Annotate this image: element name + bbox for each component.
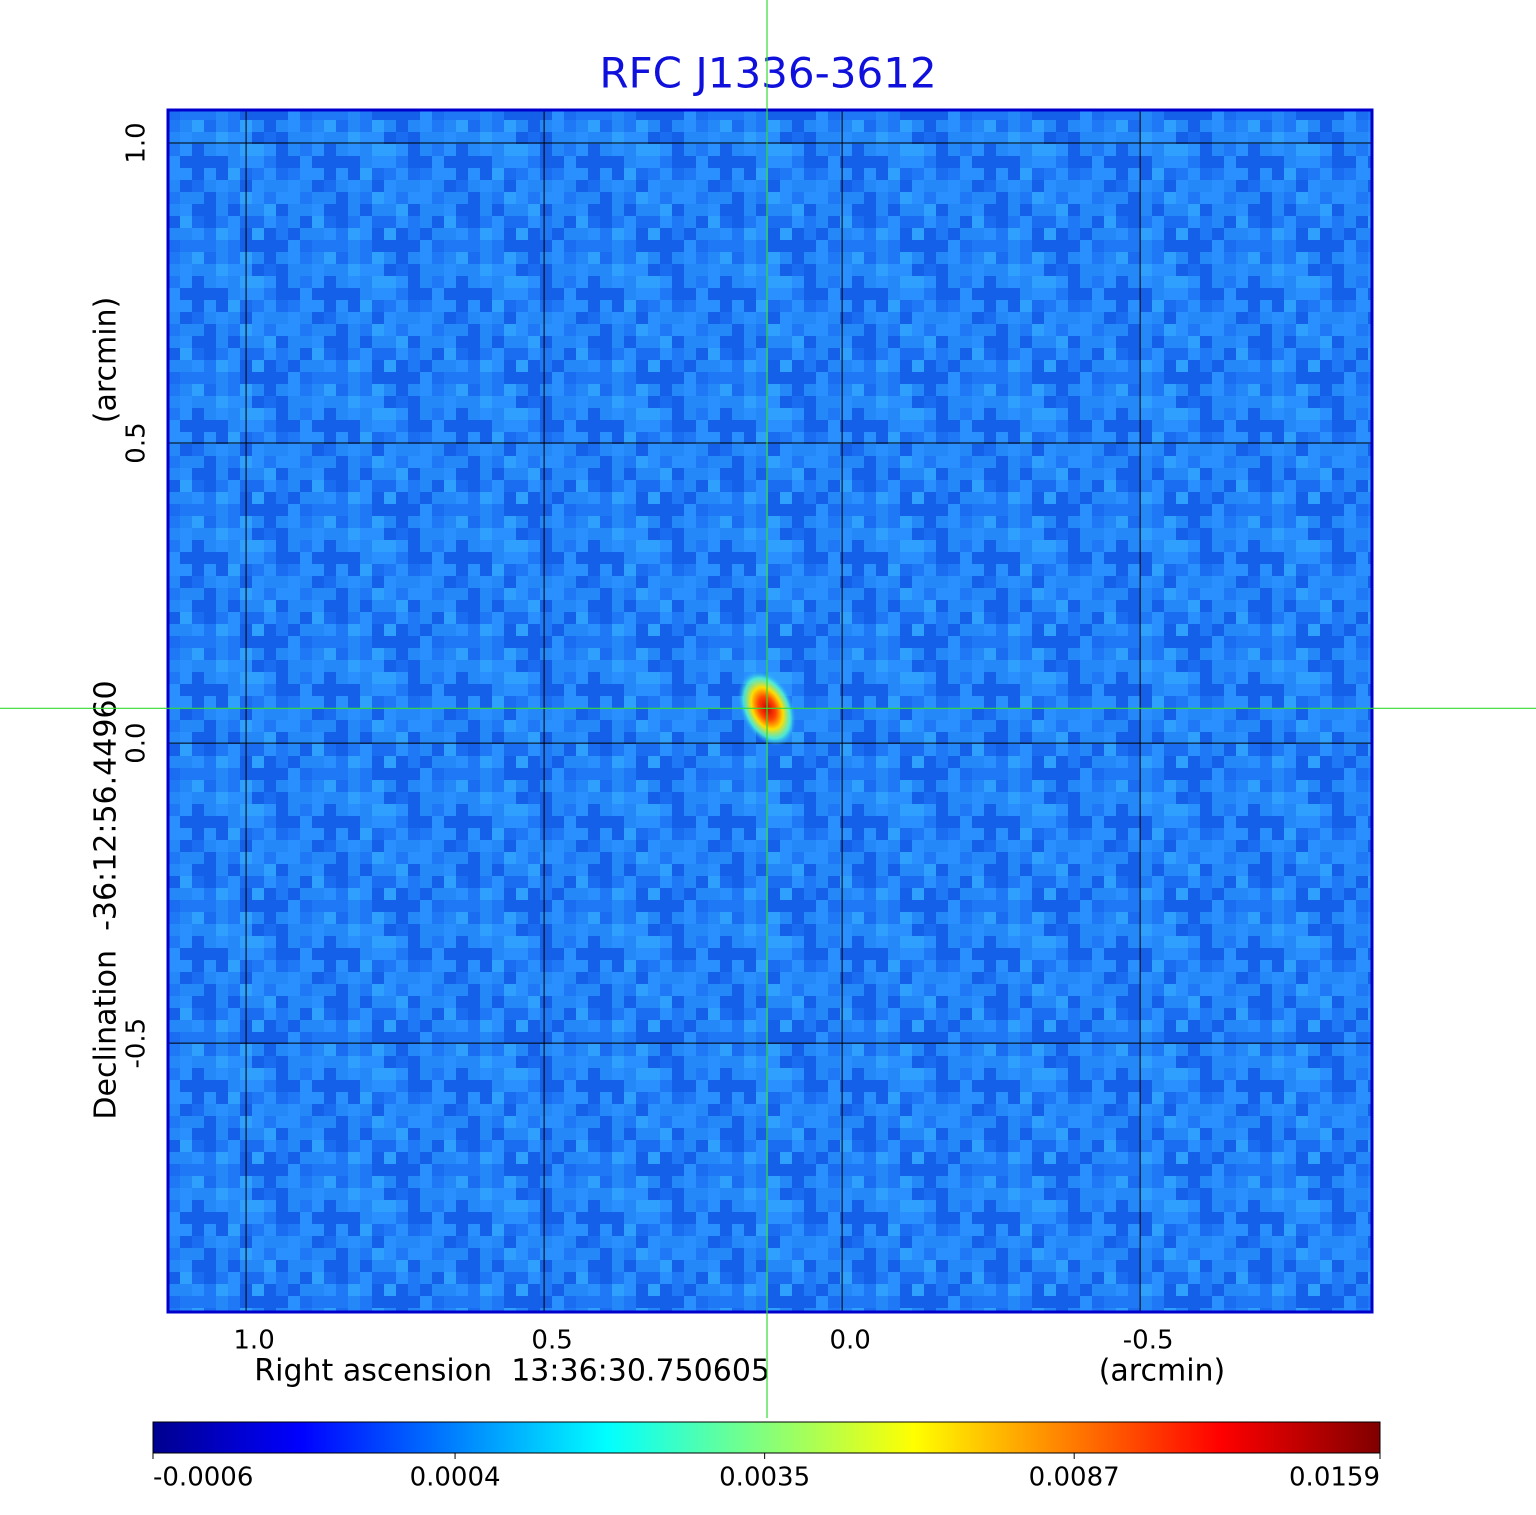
y-tick-label: -0.5 <box>122 1018 152 1069</box>
x-tick-label: -0.5 <box>1123 1326 1174 1356</box>
x-tick-label: 0.0 <box>829 1326 870 1356</box>
x-axis-label: Right ascension 13:36:30.750605 <box>254 1354 770 1389</box>
x-tick-label: 1.0 <box>233 1326 274 1356</box>
y-tick-label: 0.5 <box>122 422 152 463</box>
colorbar-tick-label: -0.0006 <box>153 1463 253 1493</box>
y-tick-label: 0.0 <box>122 722 152 763</box>
colorbar-tick-label: 0.0087 <box>1029 1463 1120 1493</box>
y-axis-unit: (arcmin) <box>89 297 124 424</box>
x-axis-unit: (arcmin) <box>1099 1354 1226 1389</box>
y-axis-label: Declination -36:12:56.44960 <box>89 680 124 1119</box>
chart-title: RFC J1336-3612 <box>599 49 936 98</box>
plot-frame <box>166 108 1374 1314</box>
y-tick-label: 1.0 <box>122 122 152 163</box>
colorbar <box>152 1421 1381 1454</box>
grid <box>168 110 1372 1312</box>
x-tick-label: 0.5 <box>531 1326 572 1356</box>
colorbar-tick-label: 0.0004 <box>410 1463 501 1493</box>
colorbar-tick-label: 0.0035 <box>719 1463 810 1493</box>
colorbar-tick-label: 0.0159 <box>1289 1463 1380 1493</box>
